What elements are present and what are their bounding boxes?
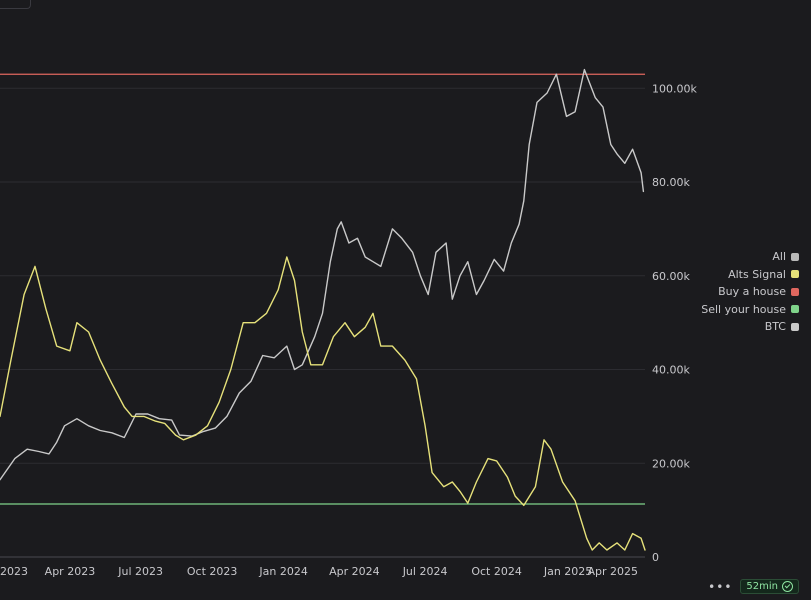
y-tick-label: 60.00k	[652, 270, 690, 283]
x-tick-label: Apr 2025	[587, 565, 638, 578]
corner-frame	[0, 0, 31, 9]
legend-item-label: All	[772, 250, 786, 263]
x-tick-label: Apr 2024	[329, 565, 380, 578]
legend-swatch-icon	[791, 322, 799, 331]
legend: All Alts Signal Buy a house Sell your house…	[701, 248, 799, 336]
legend-item[interactable]: Alts Signal	[701, 266, 799, 284]
legend-swatch-icon	[791, 252, 799, 261]
legend-item[interactable]: BTC	[701, 318, 799, 336]
more-options-button[interactable]: •••	[708, 579, 733, 594]
legend-swatch-icon	[791, 270, 799, 279]
x-tick-label: Apr 2023	[45, 565, 96, 578]
x-tick-label: Jan 2025	[543, 565, 592, 578]
legend-item-label: Alts Signal	[728, 267, 786, 281]
x-tick-label: Oct 2023	[187, 565, 238, 578]
legend-item[interactable]: Buy a house	[701, 283, 799, 301]
x-tick-label: Oct 2024	[471, 565, 522, 578]
y-tick-label: 40.00k	[652, 364, 690, 377]
legend-item[interactable]: All	[701, 248, 799, 266]
y-tick-label: 100.00k	[652, 82, 697, 95]
legend-item[interactable]: Sell your house	[701, 301, 799, 319]
x-tick-label: Jul 2024	[402, 565, 448, 578]
legend-item-label: BTC	[764, 320, 786, 333]
status-bar: ••• 52min	[708, 579, 799, 594]
legend-item-label: Sell your house	[701, 302, 786, 316]
y-tick-label: 80.00k	[652, 176, 690, 189]
x-tick-label: Jul 2023	[117, 565, 163, 578]
refresh-status-badge[interactable]: 52min	[740, 579, 799, 594]
legend-swatch-icon	[791, 305, 799, 314]
x-tick-label: Jan 2024	[258, 565, 307, 578]
legend-swatch-icon	[791, 287, 799, 296]
check-circle-icon	[782, 581, 793, 592]
series-line[interactable]	[0, 68, 645, 481]
legend-item-label: Buy a house	[718, 285, 786, 298]
refresh-interval-label: 52min	[746, 581, 778, 592]
series-line[interactable]	[0, 256, 646, 551]
y-tick-label: 0	[652, 551, 659, 564]
y-tick-label: 20.00k	[652, 457, 690, 470]
x-tick-label: 2023	[0, 565, 28, 578]
